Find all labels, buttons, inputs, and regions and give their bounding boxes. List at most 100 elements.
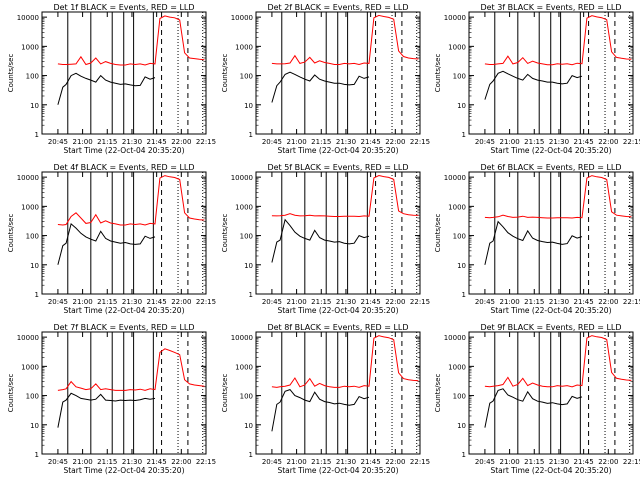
series-line-lld [271, 335, 419, 388]
x-tick-label: 22:00 [171, 298, 191, 306]
x-tick-label: 20:45 [262, 138, 282, 146]
x-axis-label: Start Time (22-Oct-04 20:35:20) [63, 306, 184, 315]
y-axis-label: Counts/sec [7, 54, 15, 93]
y-axis-label: Counts/sec [221, 214, 229, 253]
y-tick-label: 1 [462, 291, 466, 299]
y-tick-label: 10 [457, 262, 466, 270]
x-tick-label: 21:15 [97, 458, 117, 466]
series-line-events [484, 388, 583, 428]
series-line-events [57, 222, 156, 265]
x-tick-label: 22:15 [623, 458, 640, 466]
x-tick-label: 20:45 [475, 138, 495, 146]
x-tick-label: 22:00 [598, 138, 618, 146]
y-axis-label: Counts/sec [221, 54, 229, 93]
chart-title: Det 2f BLACK = Events, RED = LLD [267, 3, 408, 12]
y-tick-label: 1000 [21, 43, 39, 51]
y-tick-label: 10 [244, 422, 253, 430]
chart-title: Det 9f BLACK = Events, RED = LLD [480, 323, 621, 332]
y-tick-label: 100 [240, 233, 253, 241]
x-tick-label: 22:15 [410, 138, 430, 146]
x-tick-label: 21:45 [147, 138, 167, 146]
x-tick-label: 21:45 [361, 138, 381, 146]
x-tick-label: 22:15 [410, 298, 430, 306]
x-tick-label: 21:45 [361, 298, 381, 306]
x-tick-label: 22:00 [385, 458, 405, 466]
x-tick-label: 21:45 [574, 458, 594, 466]
y-tick-label: 100 [453, 73, 466, 81]
x-tick-label: 21:30 [336, 458, 356, 466]
x-tick-label: 22:15 [196, 458, 216, 466]
x-tick-label: 21:45 [361, 458, 381, 466]
y-tick-label: 1 [249, 451, 253, 459]
y-tick-label: 1000 [235, 203, 253, 211]
x-tick-label: 21:45 [574, 298, 594, 306]
x-tick-label: 21:00 [72, 298, 92, 306]
x-tick-label: 21:00 [286, 298, 306, 306]
y-axis-label: Counts/sec [7, 374, 15, 413]
y-tick-label: 10 [30, 262, 39, 270]
series-line-lld [484, 175, 632, 219]
y-axis-label: Counts/sec [434, 54, 442, 93]
y-tick-label: 10000 [444, 174, 466, 182]
y-tick-label: 10000 [444, 14, 466, 22]
x-tick-label: 20:45 [262, 298, 282, 306]
x-tick-label: 21:00 [286, 458, 306, 466]
series-line-lld [484, 15, 632, 66]
x-tick-label: 21:00 [72, 458, 92, 466]
y-tick-label: 10000 [231, 174, 253, 182]
y-tick-label: 10000 [17, 334, 39, 342]
y-tick-label: 100 [240, 73, 253, 81]
y-tick-label: 1 [35, 131, 39, 139]
x-tick-label: 20:45 [48, 138, 68, 146]
x-axis-label: Start Time (22-Oct-04 20:35:20) [490, 466, 611, 475]
x-tick-label: 22:00 [385, 138, 405, 146]
chart-title: Det 4f BLACK = Events, RED = LLD [53, 163, 194, 172]
x-tick-label: 20:45 [48, 458, 68, 466]
x-tick-label: 22:00 [385, 298, 405, 306]
series-line-lld [484, 335, 632, 388]
x-tick-label: 21:30 [549, 458, 569, 466]
series-line-events [484, 70, 583, 100]
x-tick-label: 21:00 [499, 138, 519, 146]
y-tick-label: 100 [453, 393, 466, 401]
x-tick-label: 21:15 [311, 458, 331, 466]
x-tick-label: 21:15 [97, 298, 117, 306]
x-tick-label: 20:45 [262, 458, 282, 466]
x-tick-label: 21:30 [549, 298, 569, 306]
x-tick-label: 21:00 [499, 298, 519, 306]
x-tick-label: 20:45 [48, 298, 68, 306]
y-tick-label: 100 [26, 73, 39, 81]
series-line-events [57, 392, 156, 428]
y-axis-label: Counts/sec [434, 374, 442, 413]
y-tick-label: 100 [453, 233, 466, 241]
y-tick-label: 100 [26, 393, 39, 401]
chart-title: Det 6f BLACK = Events, RED = LLD [480, 163, 621, 172]
series-line-events [271, 71, 370, 103]
chart-title: Det 3f BLACK = Events, RED = LLD [480, 3, 621, 12]
x-tick-label: 21:30 [336, 138, 356, 146]
y-tick-label: 10000 [17, 14, 39, 22]
series-line-events [484, 220, 583, 265]
y-tick-label: 1000 [448, 43, 466, 51]
x-tick-label: 21:15 [524, 298, 544, 306]
x-tick-label: 21:15 [524, 458, 544, 466]
chart-panel-1: Det 1f BLACK = Events, RED = LLD 1 10 100 10… [7, 3, 216, 155]
x-tick-label: 21:30 [549, 138, 569, 146]
chart-panel-6: Det 6f BLACK = Events, RED = LLD 1 10 100 10… [434, 163, 640, 315]
x-axis-label: Start Time (22-Oct-04 20:35:20) [63, 146, 184, 155]
y-tick-label: 10000 [231, 14, 253, 22]
x-axis-label: Start Time (22-Oct-04 20:35:20) [277, 306, 398, 315]
x-tick-label: 22:00 [171, 138, 191, 146]
x-tick-label: 21:00 [499, 458, 519, 466]
x-tick-label: 21:30 [122, 298, 142, 306]
x-tick-label: 21:30 [336, 298, 356, 306]
chart-panel-7: Det 7f BLACK = Events, RED = LLD 1 10 100 10… [7, 323, 216, 475]
x-tick-label: 22:15 [196, 138, 216, 146]
x-tick-label: 21:45 [147, 458, 167, 466]
x-axis-label: Start Time (22-Oct-04 20:35:20) [277, 146, 398, 155]
y-tick-label: 10 [30, 422, 39, 430]
x-tick-label: 22:15 [410, 458, 430, 466]
chart-title: Det 5f BLACK = Events, RED = LLD [267, 163, 408, 172]
y-axis-label: Counts/sec [7, 214, 15, 253]
